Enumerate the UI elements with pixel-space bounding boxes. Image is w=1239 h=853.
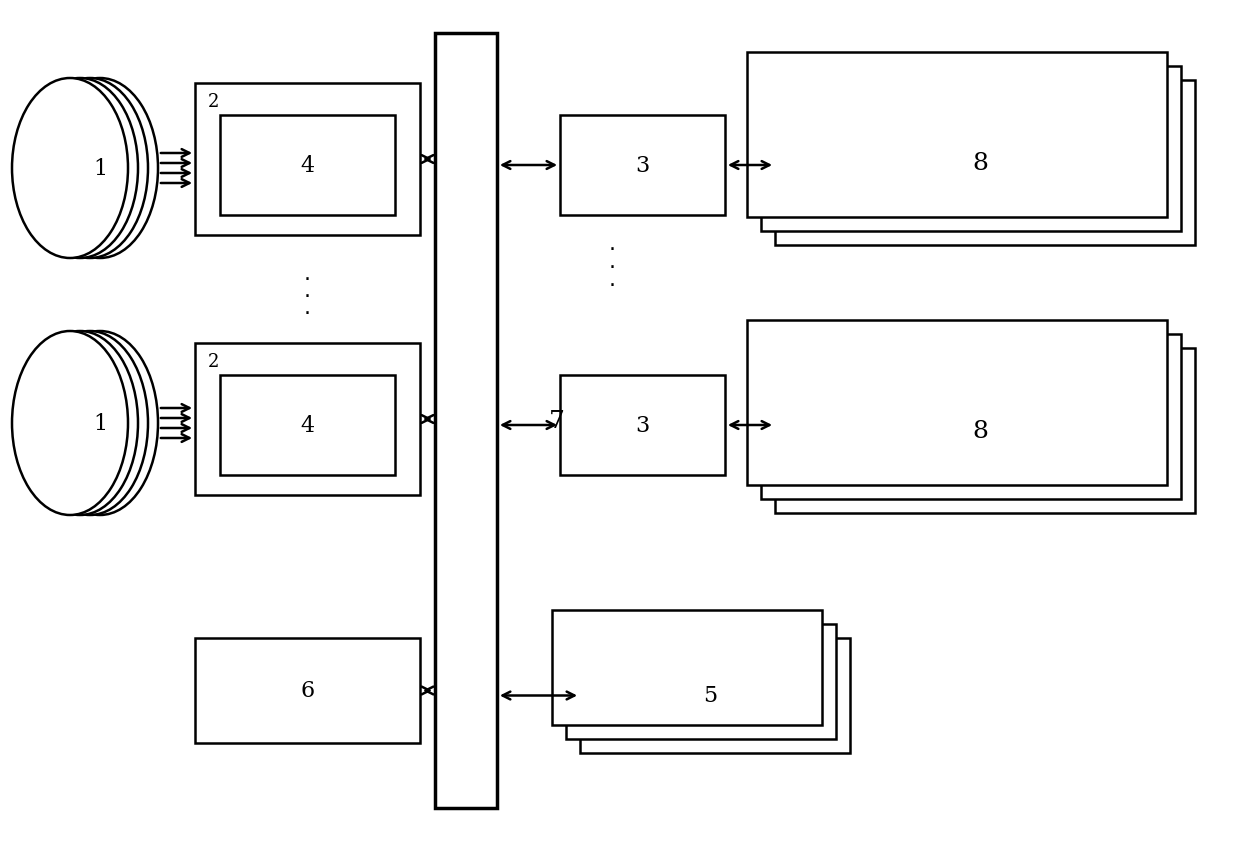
Ellipse shape — [32, 79, 147, 258]
Bar — [761, 67, 1181, 232]
Ellipse shape — [22, 332, 138, 515]
Text: 1: 1 — [93, 158, 107, 180]
Ellipse shape — [32, 332, 147, 515]
Text: 2: 2 — [207, 352, 219, 370]
Text: 7: 7 — [549, 409, 565, 432]
Text: .: . — [610, 234, 616, 253]
Bar — [195, 344, 420, 496]
Text: 4: 4 — [300, 415, 315, 437]
Text: .: . — [610, 270, 616, 290]
Ellipse shape — [12, 332, 128, 515]
Text: 2: 2 — [207, 93, 219, 111]
Text: .: . — [304, 264, 311, 284]
Text: 3: 3 — [636, 154, 649, 177]
Bar — [580, 638, 850, 753]
Bar — [195, 84, 420, 235]
Bar — [195, 638, 420, 743]
Bar — [566, 624, 836, 740]
Bar — [747, 53, 1167, 218]
Bar — [560, 116, 725, 216]
Text: 1: 1 — [93, 413, 107, 434]
Ellipse shape — [42, 332, 159, 515]
Text: .: . — [304, 298, 311, 317]
Text: 5: 5 — [703, 685, 717, 706]
Bar — [553, 610, 821, 725]
Bar — [761, 334, 1181, 499]
Ellipse shape — [12, 79, 128, 258]
Ellipse shape — [22, 79, 138, 258]
Bar — [435, 34, 497, 808]
Bar — [747, 321, 1167, 485]
Text: .: . — [304, 281, 311, 300]
Bar — [221, 116, 395, 216]
Bar — [221, 375, 395, 475]
Text: 6: 6 — [300, 680, 315, 702]
Bar — [776, 349, 1194, 514]
Ellipse shape — [42, 79, 159, 258]
Text: 8: 8 — [973, 420, 987, 443]
Text: 4: 4 — [300, 154, 315, 177]
Text: 8: 8 — [973, 152, 987, 175]
Bar — [776, 81, 1194, 246]
Text: 3: 3 — [636, 415, 649, 437]
Text: .: . — [610, 252, 616, 272]
Bar — [560, 375, 725, 475]
